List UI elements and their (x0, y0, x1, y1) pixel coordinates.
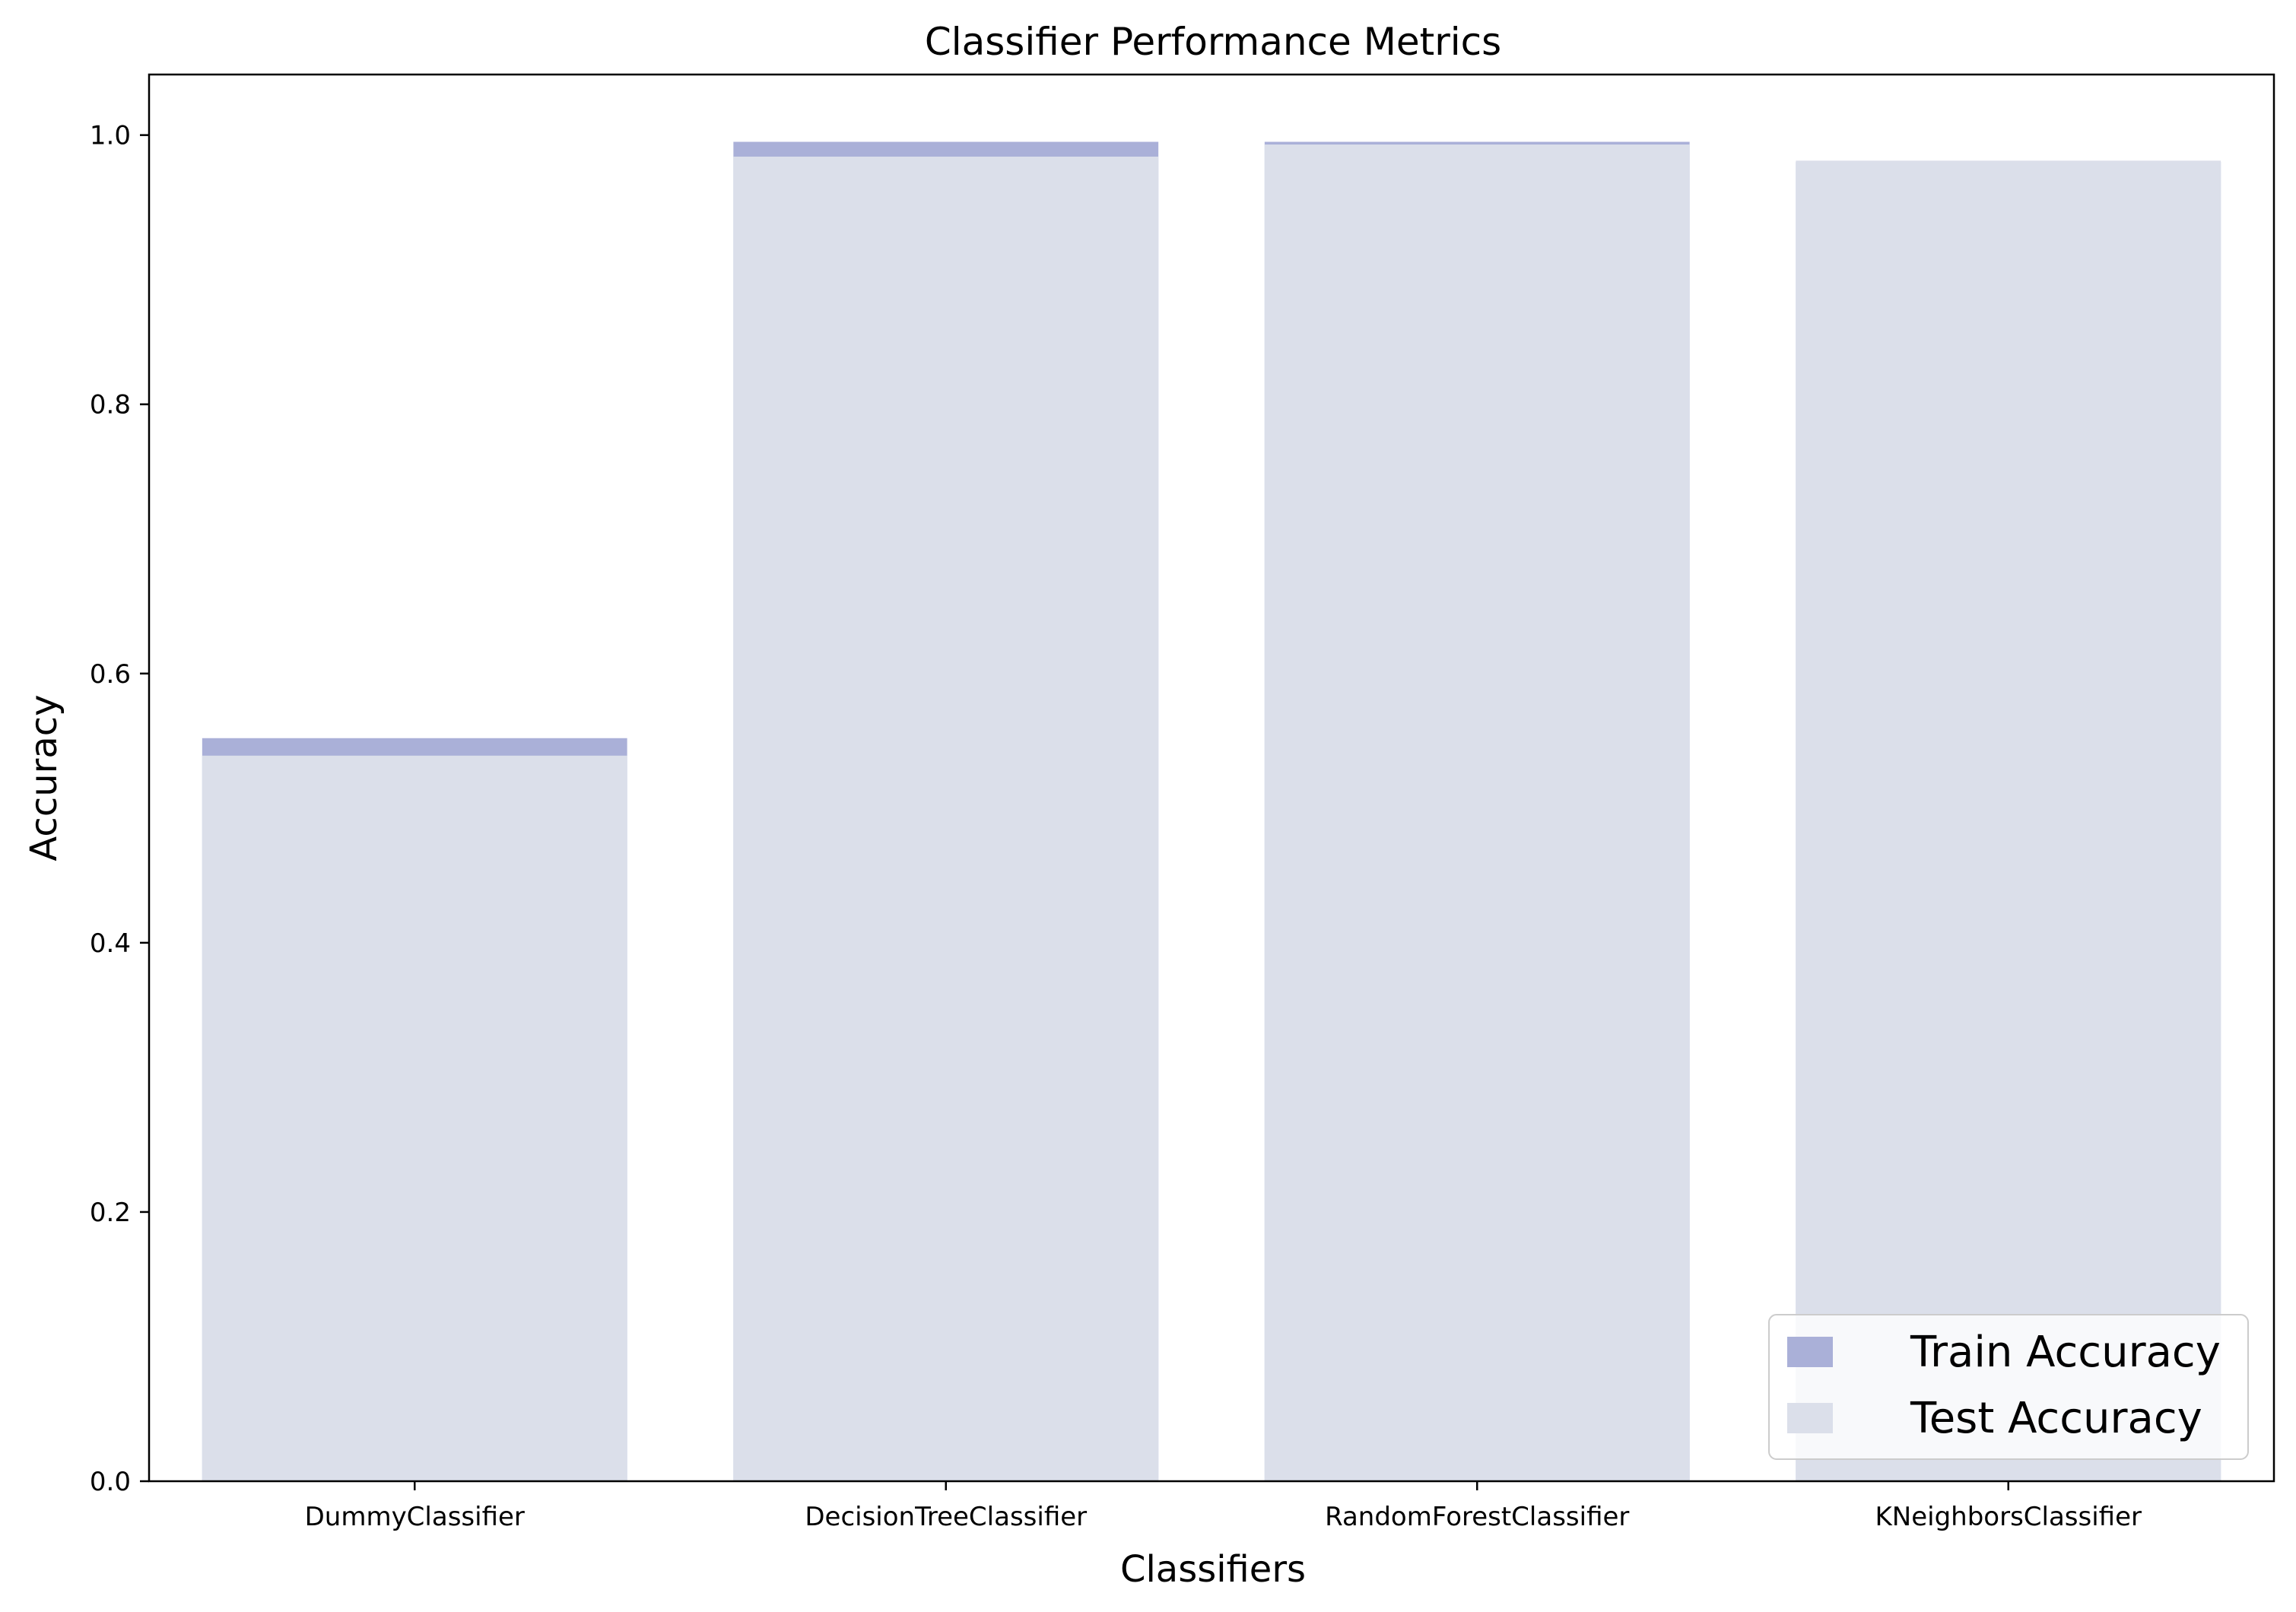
y-tick-label: 0.2 (90, 1198, 131, 1228)
legend-box (1768, 1314, 2249, 1460)
legend-label-train: Train Accuracy (1910, 1328, 2221, 1377)
bar-test-DummyClassifier (202, 755, 627, 1481)
x-axis-label: Classifiers (1120, 1548, 1306, 1591)
y-tick-label: 0.8 (90, 390, 131, 420)
x-tick-label: DummyClassifier (305, 1502, 525, 1532)
legend: Train Accuracy Test Accuracy (1768, 1314, 2249, 1460)
chart-title: Classifier Performance Metrics (925, 20, 1501, 64)
x-axis: DummyClassifier DecisionTreeClassifier Ran… (305, 1481, 2142, 1532)
x-tick-label: DecisionTreeClassifier (805, 1502, 1087, 1532)
bars-group (202, 141, 2221, 1482)
x-tick-label: KNeighborsClassifier (1875, 1502, 2142, 1532)
y-tick-label: 0.4 (90, 928, 131, 959)
y-tick-label: 0.6 (90, 659, 131, 690)
legend-swatch-train (1787, 1337, 1833, 1367)
y-axis-label: Accuracy (23, 694, 65, 861)
x-tick-label: RandomForestClassifier (1325, 1502, 1629, 1532)
y-tick-label: 0.0 (90, 1467, 131, 1497)
bar-test-DecisionTreeClassifier (733, 156, 1159, 1481)
y-tick-label: 1.0 (90, 121, 131, 151)
plot-frame (148, 73, 2275, 1483)
bar-test-KNeighborsClassifier (1796, 160, 2221, 1482)
legend-label-test: Test Accuracy (1910, 1394, 2202, 1443)
bar-test-RandomForestClassifier (1264, 144, 1690, 1482)
y-axis: 0.0 0.2 0.4 0.6 0.8 1.0 (90, 121, 149, 1497)
legend-swatch-test (1787, 1403, 1833, 1433)
